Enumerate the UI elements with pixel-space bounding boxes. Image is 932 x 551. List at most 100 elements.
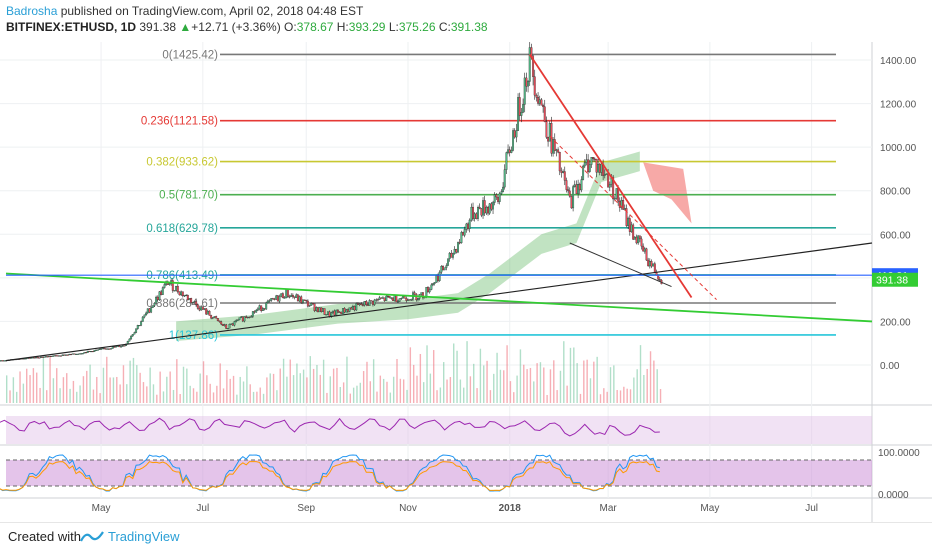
volume-bar [316,365,317,403]
candle-body [45,356,47,357]
volume-bar [126,384,127,403]
volume-bar [393,377,394,403]
rsi-band [6,416,872,444]
tradingview-brand-link[interactable]: TradingView [108,529,180,544]
candle-body [190,298,192,302]
candle-body [404,296,406,298]
candle-body [462,232,464,235]
candle-body [399,299,401,302]
volume-bar [390,393,391,403]
volume-bar [376,392,377,403]
candle-body [109,349,111,350]
volume-bar [573,347,574,403]
candle-body [292,295,294,296]
volume-bar [660,389,661,403]
candle-body [627,218,629,225]
candle-body [255,310,257,312]
candle-body [442,266,444,270]
volume-bar [250,384,251,403]
volume-bar [576,363,577,403]
candle-body [329,312,331,317]
candle-body [457,242,459,252]
candle-body [507,150,509,153]
candle-body [536,95,538,97]
volume-bar [39,388,40,403]
candle-body [195,301,197,304]
volume-bar [203,361,204,403]
author-link[interactable]: Badrosha [6,4,57,18]
volume-bar [483,365,484,403]
candle-body [349,308,351,312]
candle-body [214,316,216,317]
volume-bar [600,394,601,403]
candle-body [97,350,99,351]
candle-body [129,339,131,341]
volume-bar [466,341,467,403]
candle-body [177,286,179,292]
volume-bar [556,390,557,403]
candle-body [469,220,471,229]
volume-bar [506,345,507,403]
candle-body [517,97,519,130]
candle-body [476,214,478,219]
volume-bar [536,363,537,403]
candle-body [347,310,349,312]
candle-body [67,355,69,356]
candle-body [324,309,326,315]
candle-body [379,298,381,300]
candle-body [309,306,311,307]
volume-bar [296,364,297,403]
candle-body [270,298,272,300]
volume-bar [580,394,581,403]
volume-bar [630,389,631,403]
candle-body [124,346,126,347]
candle-body [466,224,468,229]
symbol-line: BITFINEX:ETHUSD, 1D 391.38 ▲+12.71 (+3.3… [6,20,488,34]
candle-body [431,285,433,290]
volume-bar [243,381,244,403]
candle-body [384,298,386,301]
candle-body [100,349,102,350]
candle-body [72,354,74,355]
volume-bar [646,369,647,403]
volume-bar [6,375,7,403]
candle-body [249,317,251,318]
candle-body [632,225,634,239]
candle-body [396,295,398,302]
candle-body [92,351,94,352]
candle-body [512,131,514,151]
candle-body [217,318,219,321]
candle-body [541,100,543,106]
volume-bar [400,379,401,403]
candle-body [229,324,231,328]
volume-bar [89,365,90,403]
candle-body [239,318,241,320]
volume-bar [450,377,451,403]
volume-bar [59,388,60,403]
candle-body [287,289,289,296]
tradingview-logo-icon[interactable] [80,529,104,543]
volume-bar [196,392,197,403]
candle-body [142,317,144,322]
candle-body [350,308,352,309]
volume-bar [9,390,10,403]
fib-level-label: 0.786(413.49) [146,270,218,282]
y-tick-label: 1000.00 [880,143,917,154]
fib-level-label: 1(137.86) [169,330,218,342]
price-chart[interactable]: 1400.001200.001000.00800.00600.00400.002… [0,42,932,522]
candle-body [175,286,177,290]
candle-body [380,298,382,299]
candle-body [624,208,626,209]
y-tick-label: 600.00 [880,230,911,241]
volume-bar [186,369,187,403]
volume-bar [480,349,481,403]
candle-body [589,165,591,172]
candle-body [82,353,84,354]
candle-body [491,204,493,209]
candle-body [135,329,137,333]
candle-body [337,310,339,312]
candle-body [134,333,136,335]
candle-body [499,194,501,202]
candle-body [414,293,416,294]
candle-body [187,295,189,300]
